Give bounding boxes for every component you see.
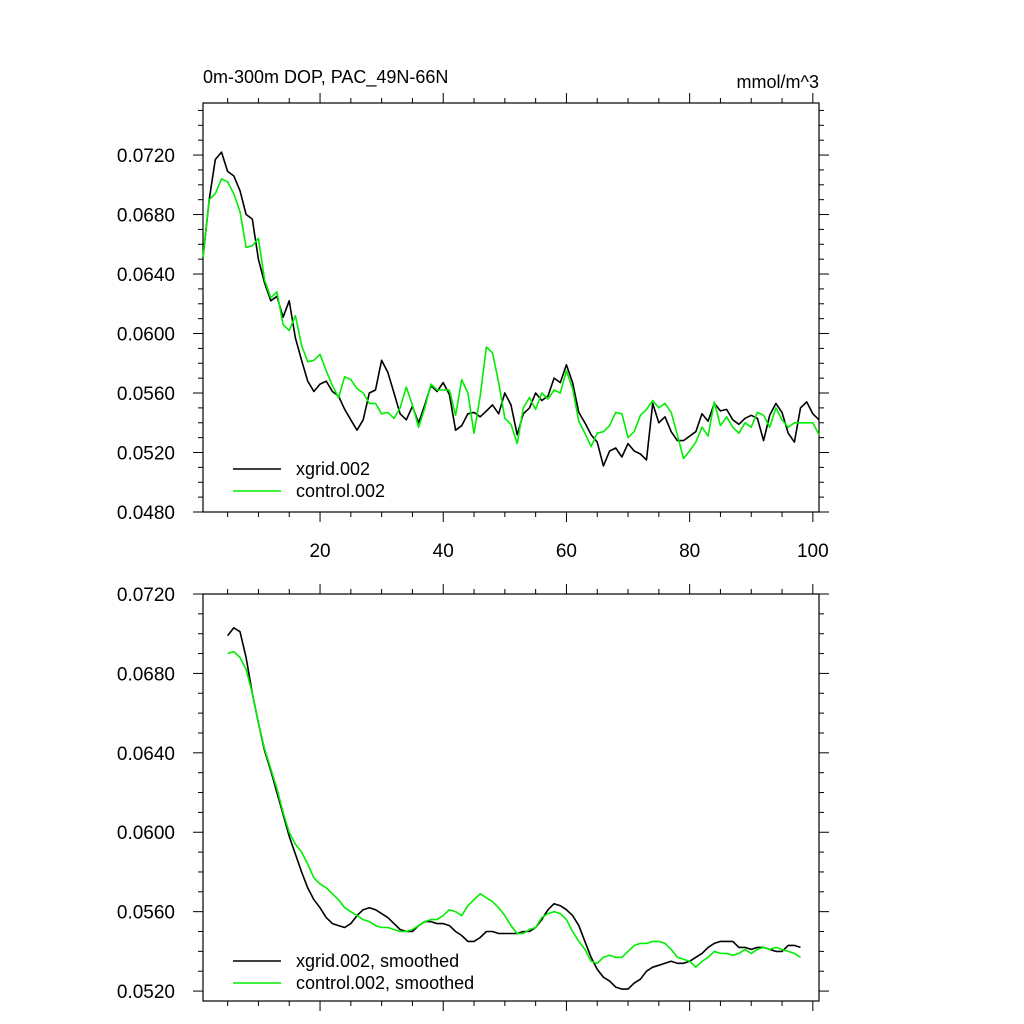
plot-frame [202, 593, 820, 1002]
plot-frame [202, 102, 820, 513]
legend-label: xgrid.002, smoothed [296, 951, 459, 971]
y-tick-label: 0.0680 [117, 206, 175, 227]
x-tick-label: 80 [679, 541, 700, 562]
series-line-xgrid [202, 151, 820, 467]
x-tick-label: 100 [797, 541, 829, 562]
series-line-control [227, 650, 801, 969]
y-tick-label: 0.0480 [117, 503, 175, 524]
x-tick-label: 20 [309, 541, 330, 562]
legend-label: control.002 [296, 481, 385, 501]
y-tick-label: 0.0640 [117, 744, 175, 765]
y-tick-label: 0.0560 [117, 384, 175, 405]
chart-title: 0m-300m DOP, PAC_49N-66N [203, 67, 448, 88]
legend-label: xgrid.002 [296, 459, 370, 479]
y-tick-label: 0.0720 [117, 146, 175, 167]
series-line-control [202, 178, 820, 460]
y-tick-label: 0.0600 [117, 325, 175, 346]
series-line-xgrid [226, 626, 801, 990]
y-tick-label: 0.0720 [117, 585, 175, 606]
y-tick-label: 0.0560 [117, 903, 175, 924]
x-tick-label: 40 [433, 541, 454, 562]
y-tick-label: 0.0640 [117, 265, 175, 286]
top-panel: 0m-300m DOP, PAC_49N-66N mmol/m^3 20 40 60 80… [117, 67, 829, 562]
y-tick-label: 0.0520 [117, 982, 175, 1003]
x-tick-label: 60 [556, 541, 577, 562]
units-label: mmol/m^3 [737, 72, 819, 92]
y-tick-label: 0.0600 [117, 823, 175, 844]
legend-label: control.002, smoothed [296, 973, 474, 993]
y-tick-label: 0.0520 [117, 444, 175, 465]
bottom-panel: 0.0520 0.0560 0.0600 0.0640 0.0680 0.0720 xgri… [117, 584, 829, 1011]
y-tick-label: 0.0680 [117, 664, 175, 685]
